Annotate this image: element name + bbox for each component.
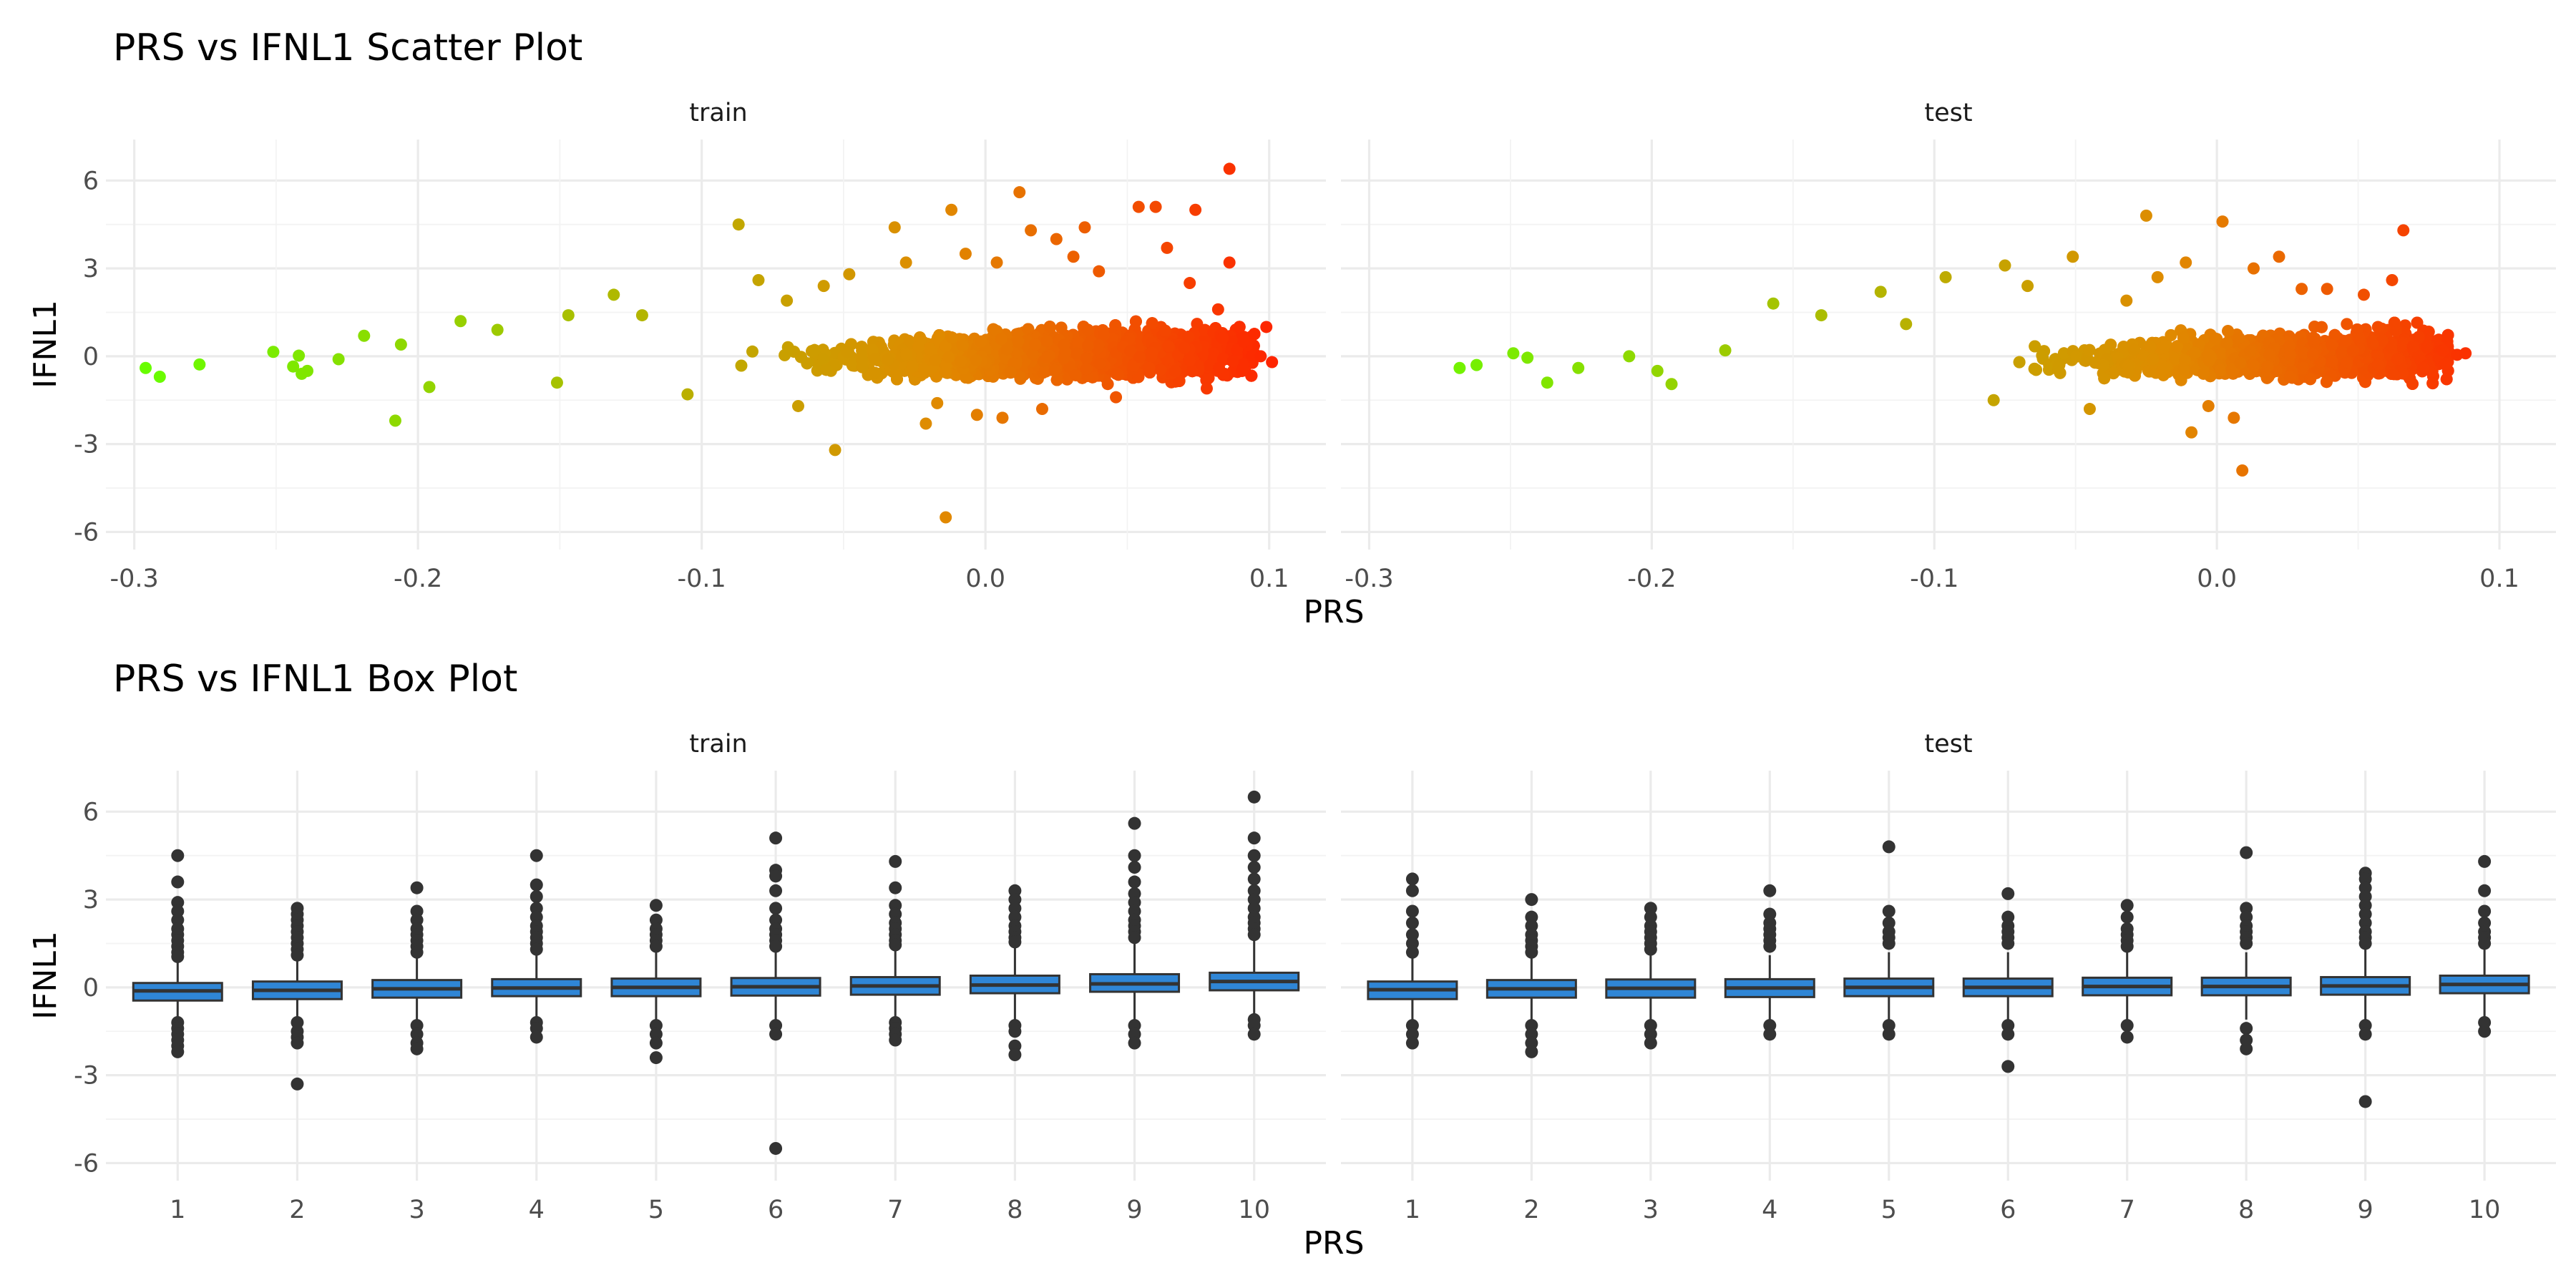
scatter-point	[1173, 374, 1186, 387]
scatter-point	[1248, 328, 1261, 341]
scatter-point	[1069, 369, 1082, 381]
scatter-point	[1216, 332, 1229, 345]
scatter-point	[1186, 365, 1199, 378]
scatter-point	[781, 341, 794, 353]
scatter-point	[746, 345, 758, 358]
scatter-point	[1026, 348, 1039, 361]
scatter-point	[868, 353, 881, 366]
scatter-point	[856, 361, 869, 374]
scatter-point	[957, 339, 969, 352]
scatter-facet-train-label: train	[689, 99, 747, 127]
scatter-point	[1050, 374, 1063, 386]
scatter-point	[917, 363, 930, 376]
scatter-point	[945, 331, 958, 344]
scatter-point	[867, 343, 879, 356]
scatter-point	[1182, 331, 1195, 343]
scatter-point	[1217, 352, 1229, 365]
scatter-point	[1162, 340, 1175, 353]
scatter-title: PRS vs IFNL1 Scatter Plot	[113, 26, 582, 69]
scatter-point	[1110, 367, 1123, 380]
scatter-point	[808, 343, 821, 356]
scatter-point	[975, 335, 987, 348]
scatter-point	[1127, 359, 1140, 372]
scatter-point	[869, 366, 882, 379]
scatter-point	[820, 364, 833, 376]
scatter-point	[1072, 337, 1085, 350]
scatter-point	[1124, 344, 1137, 357]
scatter-point	[1129, 315, 1142, 328]
scatter-point	[1040, 334, 1053, 347]
scatter-point	[1091, 342, 1103, 355]
scatter-point	[1245, 369, 1258, 382]
scatter-point	[1226, 355, 1239, 368]
scatter-facet-test-label: test	[1924, 99, 1972, 127]
scatter-point	[929, 354, 942, 367]
scatter-point	[1233, 321, 1246, 333]
scatter-point	[1038, 365, 1051, 377]
scatter-point	[1154, 364, 1167, 376]
scatter-point	[1012, 336, 1025, 348]
scatter-point	[856, 344, 869, 357]
scatter-point	[1043, 321, 1056, 333]
scatter-point	[1040, 351, 1053, 364]
scatter-point	[912, 341, 925, 353]
scatter-point	[942, 351, 955, 364]
scatter-section: PRS vs IFNL1 Scatter Plot train test -6-…	[27, 26, 2556, 630]
scatter-point	[933, 329, 946, 341]
scatter-point	[882, 353, 894, 366]
scatter-panel-train	[106, 140, 1326, 550]
scatter-point	[1146, 346, 1158, 359]
scatter-point	[1158, 324, 1171, 337]
scatter-point	[939, 340, 952, 353]
scatter-point	[1080, 352, 1093, 365]
scatter-point	[1080, 363, 1093, 376]
scatter-point	[1098, 328, 1111, 341]
scatter-point	[1169, 365, 1181, 378]
scatter-point	[801, 357, 814, 370]
scatter-point	[735, 359, 748, 372]
scatter-point	[1236, 364, 1249, 377]
scatter-point	[1070, 347, 1083, 360]
scatter-point	[923, 342, 936, 355]
